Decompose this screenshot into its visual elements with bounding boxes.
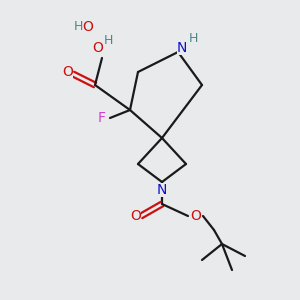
Text: O: O (63, 65, 74, 79)
Text: N: N (157, 183, 167, 197)
Text: O: O (93, 41, 104, 55)
Text: O: O (190, 209, 201, 223)
Text: O: O (130, 209, 141, 223)
Text: H: H (103, 34, 113, 46)
Text: N: N (177, 41, 187, 55)
Text: H: H (188, 32, 198, 46)
Text: O: O (82, 20, 93, 34)
Text: F: F (98, 111, 106, 125)
Text: H: H (73, 20, 83, 34)
